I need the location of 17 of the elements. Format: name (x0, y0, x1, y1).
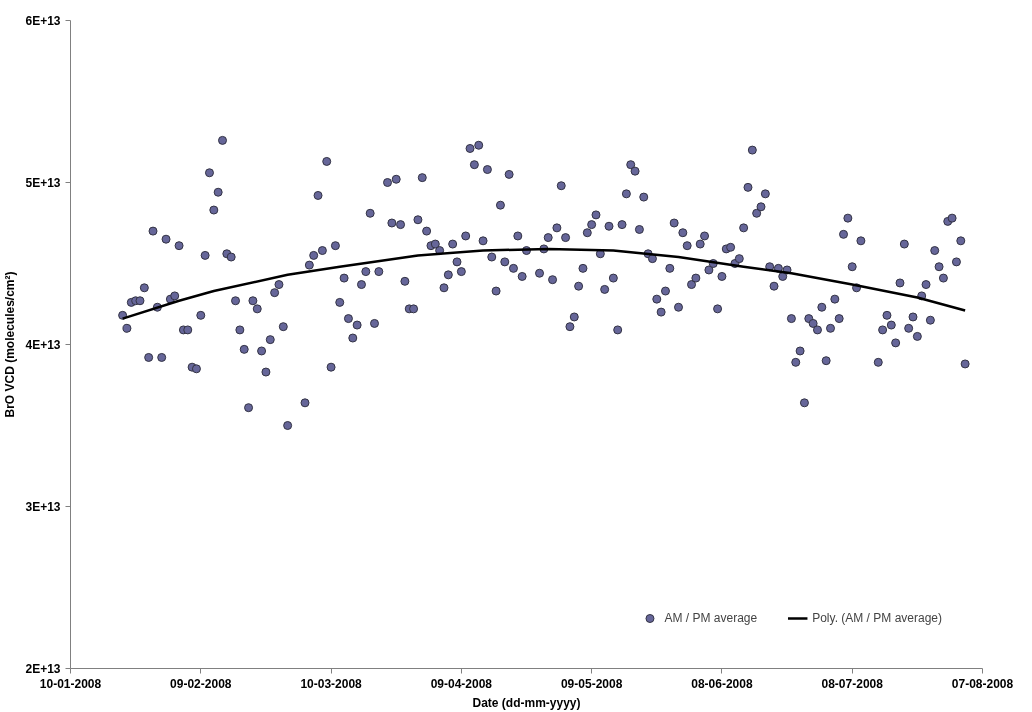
x-tick-label: 09-05-2008 (560, 676, 623, 691)
x-tick-label: 10-01-2008 (39, 676, 102, 691)
x-tick-label: 07-08-2008 (951, 676, 1014, 691)
y-tick-label: 4E+13 (25, 337, 61, 352)
y-tick-label: 6E+13 (25, 13, 61, 28)
y-tick-label: 5E+13 (25, 175, 61, 190)
x-tick-label: 09-04-2008 (430, 676, 493, 691)
x-tick-label: 10-03-2008 (300, 676, 363, 691)
y-axis-title: BrO VCD (molecules/cm²) (3, 271, 18, 418)
x-axis-title: Date (dd-mm-yyyy) (472, 695, 581, 710)
legend-label: AM / PM average (664, 611, 758, 625)
y-tick-label: 2E+13 (25, 661, 61, 676)
legend-label: Poly. (AM / PM average) (812, 611, 942, 625)
x-tick-label: 08-07-2008 (821, 676, 884, 691)
x-tick-label: 08-06-2008 (691, 676, 753, 691)
y-tick-label: 3E+13 (25, 499, 61, 514)
x-tick-label: 09-02-2008 (170, 676, 232, 691)
